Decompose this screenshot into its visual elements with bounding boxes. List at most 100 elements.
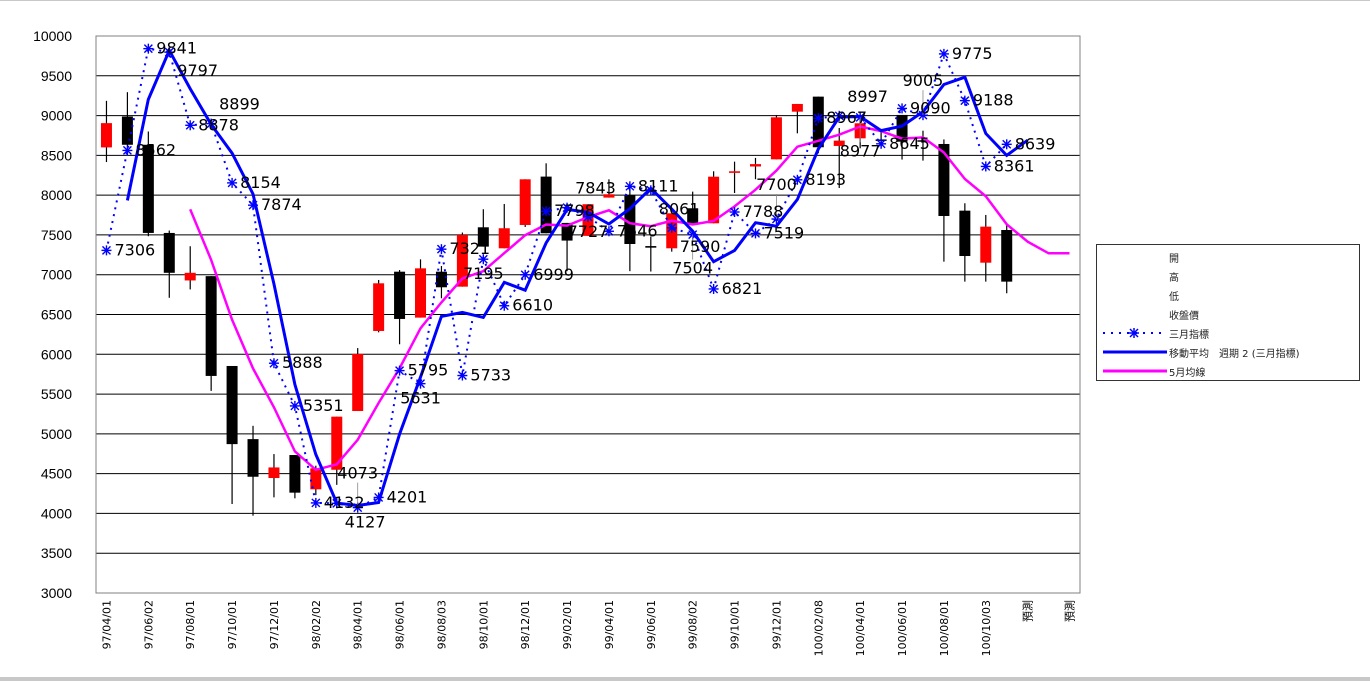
data-label: 9775 <box>952 44 993 63</box>
x-tick-label: 100/06/01 <box>896 600 909 656</box>
asterisk-marker <box>373 492 384 503</box>
plot-area-border <box>95 35 1081 594</box>
candle-body-down <box>477 227 489 247</box>
x-tick-label: 預測 <box>1021 600 1035 622</box>
candle-body-up <box>352 353 364 412</box>
asterisk-marker <box>666 222 677 233</box>
asterisk-marker <box>1001 139 1012 150</box>
window-bottom-border <box>0 677 1370 681</box>
x-tick-label: 97/06/02 <box>142 600 155 649</box>
candle-body-down <box>289 455 301 493</box>
legend-label: 開 <box>1169 254 1179 265</box>
candle-body-up <box>415 268 427 318</box>
data-label: 5733 <box>470 366 511 385</box>
data-label: 7504 <box>672 259 713 278</box>
candle-body-down <box>142 144 154 233</box>
magenta-line-icon <box>1103 369 1167 373</box>
candle-body-down <box>163 232 175 273</box>
five-month-average-line <box>189 125 1070 472</box>
x-tick-label: 99/06/01 <box>645 600 658 649</box>
x-tick-label: 97/04/01 <box>100 600 113 649</box>
asterisk-marker <box>938 48 949 59</box>
y-tick-label: 5000 <box>41 426 72 442</box>
asterisk-marker <box>331 498 342 509</box>
data-label: 9188 <box>973 91 1014 110</box>
data-label: 7306 <box>115 240 156 259</box>
x-tick-label: 97/12/01 <box>268 600 281 649</box>
asterisk-marker <box>478 254 489 265</box>
data-label: 7321 <box>449 239 490 258</box>
x-tick-label: 98/04/01 <box>352 600 365 649</box>
solid-blue-line-icon <box>1103 350 1167 354</box>
candle-body-down <box>540 176 552 234</box>
data-label: 4127 <box>345 512 386 531</box>
x-tick-label: 98/10/01 <box>477 600 490 649</box>
asterisk-marker <box>310 497 321 508</box>
x-tick-label: 100/02/08 <box>812 600 825 656</box>
data-label: 7788 <box>743 202 784 221</box>
data-label: 4132 <box>324 493 365 512</box>
data-label: 8061 <box>659 199 700 218</box>
candle-body-down <box>687 208 699 224</box>
asterisk-marker <box>792 174 803 185</box>
y-tick-label: 3500 <box>41 545 72 561</box>
gridlines <box>96 35 1080 594</box>
x-tick-label: 99/10/01 <box>729 600 742 649</box>
candle-body-up <box>268 467 280 479</box>
y-axis-tick-labels: 3000 3500 4000 4500 5000 5500 6000 6500 7000 7500… <box>33 28 72 601</box>
asterisk-marker <box>624 181 635 192</box>
data-label: 4073 <box>337 464 378 483</box>
legend-label: 三月指標 <box>1169 330 1209 341</box>
candle-body-up <box>519 179 531 225</box>
asterisk-marker <box>834 110 845 121</box>
y-tick-label: 4500 <box>41 466 72 482</box>
asterisk-marker <box>227 177 238 188</box>
candle-body-up <box>729 171 741 173</box>
asterisk-marker <box>415 378 426 389</box>
data-label: 6999 <box>533 265 574 284</box>
data-label: 8997 <box>847 87 888 106</box>
legend-label: 高 <box>1169 273 1179 284</box>
legend-item-moving-average: 移動平均 週期 2 (三月指標) <box>1097 343 1359 361</box>
data-label: 9090 <box>910 98 951 117</box>
asterisk-marker <box>164 47 175 58</box>
asterisk-marker <box>268 358 279 369</box>
candle-body-down <box>959 210 971 257</box>
y-tick-label: 8000 <box>41 187 72 203</box>
asterisk-marker <box>394 365 405 376</box>
data-label: 8154 <box>240 173 281 192</box>
legend: 開 高 低 收盤價 三月指標 移動平均 週期 2 (三月指標) 5月均線 <box>1096 244 1360 381</box>
x-tick-label: 預測 <box>1063 600 1077 622</box>
asterisk-marker <box>248 200 259 211</box>
legend-item-close: 收盤價 <box>1097 305 1359 323</box>
data-label: 7798 <box>554 201 595 220</box>
data-label: 8639 <box>1015 134 1056 153</box>
asterisk-marker <box>206 118 217 129</box>
data-label: 4201 <box>387 487 428 506</box>
asterisk-marker <box>583 211 593 222</box>
candle-body-down <box>226 365 238 445</box>
candle-body-down <box>624 194 636 244</box>
data-label: 7843 <box>575 179 616 198</box>
asterisk-marker <box>980 161 991 172</box>
y-tick-label: 6500 <box>41 307 72 323</box>
legend-label: 5月均線 <box>1169 368 1206 379</box>
legend-item-5-month-ma: 5月均線 <box>1097 362 1359 380</box>
candle-body-down <box>938 143 950 216</box>
data-label: 6610 <box>512 296 553 315</box>
legend-label: 收盤價 <box>1169 311 1199 322</box>
asterisk-marker <box>876 138 887 149</box>
data-label: 8562 <box>135 140 176 159</box>
candle-body-up <box>310 468 322 490</box>
data-label: 9005 <box>903 71 944 90</box>
moving-average-line <box>125 46 1029 508</box>
window-top-border <box>0 0 1370 1</box>
y-tick-label: 7000 <box>41 267 72 283</box>
asterisk-marker <box>959 95 970 106</box>
asterisk-marker <box>708 283 719 294</box>
data-label: 8977 <box>840 141 881 160</box>
candle-body-up <box>184 272 196 281</box>
candle-body-up <box>980 226 992 263</box>
